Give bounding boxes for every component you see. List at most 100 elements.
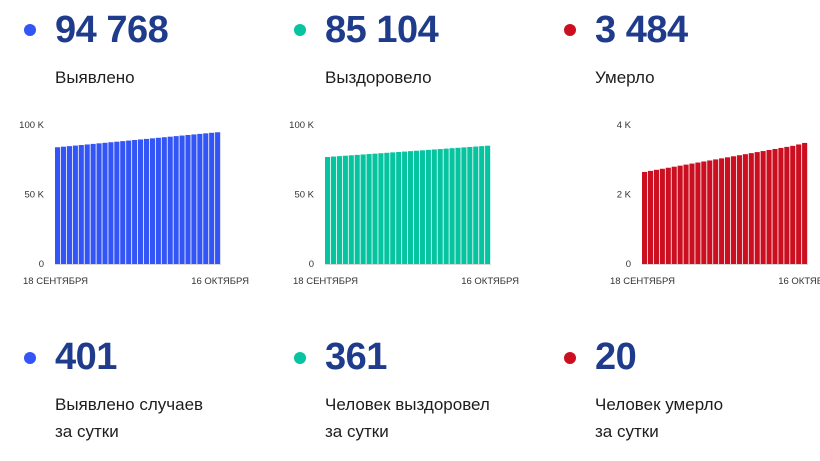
daily-recovered-line2: за сутки — [325, 422, 389, 441]
daily-died-line1: Человек умерло — [595, 395, 724, 414]
bar — [725, 157, 731, 264]
bar — [108, 142, 114, 264]
bar — [701, 161, 707, 264]
bar — [372, 153, 378, 264]
bar — [467, 146, 473, 264]
bar — [390, 152, 396, 264]
detected-value: 94 768 — [55, 9, 169, 51]
daily-detected-line2: за сутки — [55, 422, 119, 441]
recovered-label: Выздоровело — [325, 68, 432, 87]
bar — [143, 138, 150, 264]
bar — [766, 150, 772, 264]
bar — [179, 135, 185, 264]
chart-detected-svg: 0 50 K 100 K 18 СЕНТЯБРЯ 16 ОКТЯБРЯ — [19, 120, 249, 287]
bar — [155, 137, 161, 264]
detected-label: Выявлено — [55, 68, 135, 87]
bar — [203, 133, 209, 264]
bar — [479, 146, 485, 264]
bar — [348, 155, 354, 264]
bar — [325, 156, 331, 264]
bar — [742, 154, 748, 264]
bar — [173, 136, 179, 264]
chart-detected: 0 50 K 100 K 18 СЕНТЯБРЯ 16 ОКТЯБРЯ — [0, 110, 270, 290]
daily-recovered-value: 361 — [325, 336, 387, 378]
bar — [760, 151, 766, 264]
daily-detected-dot — [24, 352, 36, 364]
daily-detected-value: 401 — [55, 336, 117, 378]
bar — [730, 156, 737, 264]
bar — [366, 154, 372, 264]
bar — [360, 154, 366, 264]
bar — [384, 152, 390, 264]
bar — [72, 145, 78, 264]
ytick-label: 100 K — [289, 120, 314, 131]
bar — [102, 142, 108, 264]
chart-died-svg: 0 2 K 4 K 18 СЕНТЯБРЯ 16 ОКТЯБРЯ — [610, 120, 820, 287]
bar — [802, 142, 808, 264]
detected-dot — [24, 24, 36, 36]
bar — [647, 170, 654, 264]
daily-died-line2: за сутки — [595, 422, 659, 441]
bar — [659, 168, 665, 264]
bar — [78, 145, 84, 264]
bar — [378, 153, 384, 264]
xtick-label-start: 18 СЕНТЯБРЯ — [293, 276, 358, 287]
bar — [778, 147, 784, 264]
bar — [84, 144, 90, 264]
xtick-label-start: 18 СЕНТЯБРЯ — [23, 276, 88, 287]
bar — [455, 147, 461, 264]
bar — [736, 155, 742, 264]
bar — [191, 134, 197, 264]
bar — [396, 151, 402, 264]
bar — [419, 150, 425, 264]
bar — [772, 148, 778, 264]
xtick-label-start: 18 СЕНТЯБРЯ — [610, 276, 675, 287]
bar — [66, 146, 72, 264]
bar — [653, 169, 659, 264]
bar — [90, 143, 96, 264]
bar — [695, 162, 701, 264]
bar — [796, 144, 802, 264]
chart-died: 0 2 K 4 K 18 СЕНТЯБРЯ 16 ОКТЯБРЯ — [540, 110, 820, 290]
bar — [215, 132, 221, 264]
bar — [336, 156, 342, 264]
ytick-label: 0 — [39, 259, 44, 270]
bar — [790, 145, 796, 264]
daily-recovered-line1: Человек выздоровел — [325, 395, 490, 414]
bar — [689, 163, 695, 264]
died-label: Умерло — [595, 68, 655, 87]
bar — [132, 140, 138, 264]
daily-detected-line1: Выявлено случаев — [55, 395, 204, 414]
bar — [642, 171, 648, 264]
xtick-label-end: 16 ОКТЯБРЯ — [778, 276, 820, 287]
bar — [413, 150, 420, 264]
xtick-label-end: 16 ОКТЯБРЯ — [461, 276, 519, 287]
bar — [185, 135, 191, 264]
bar — [437, 149, 443, 264]
bar — [707, 160, 713, 264]
bar — [209, 132, 215, 264]
bar — [60, 146, 67, 264]
bar — [677, 165, 683, 264]
bar — [671, 166, 677, 264]
daily-died-value: 20 — [595, 336, 637, 378]
bar — [473, 146, 479, 264]
ytick-label: 0 — [626, 259, 631, 270]
ytick-label: 50 K — [24, 190, 44, 201]
bar — [713, 159, 719, 264]
bar — [431, 149, 437, 264]
daily-recovered-dot — [294, 352, 306, 364]
bar — [402, 151, 408, 264]
bar — [167, 136, 173, 264]
chart-recovered-svg: 0 50 K 100 K 18 СЕНТЯБРЯ 16 ОКТЯБРЯ — [289, 120, 519, 287]
bar — [55, 147, 61, 264]
bar — [354, 154, 360, 264]
bar — [197, 133, 203, 264]
bar — [425, 149, 431, 264]
bar — [330, 156, 337, 264]
daily-died-dot — [564, 352, 576, 364]
bar — [120, 141, 126, 264]
bar — [754, 152, 760, 264]
bar — [665, 167, 671, 264]
ytick-label: 2 K — [617, 190, 632, 201]
